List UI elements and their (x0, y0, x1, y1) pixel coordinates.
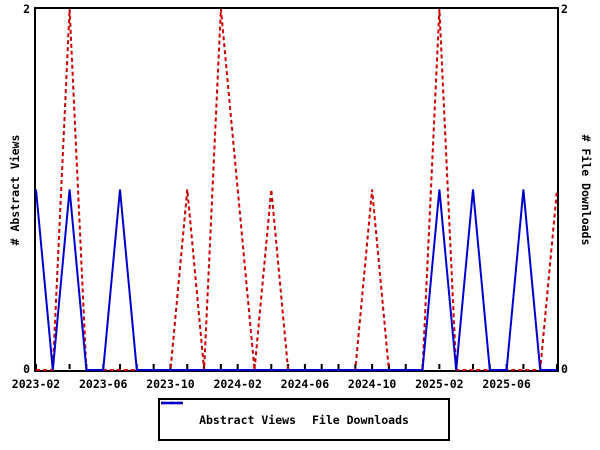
legend-label-abstract-views: Abstract Views (199, 412, 296, 427)
right-axis-tick-label-top: 2 (561, 2, 568, 16)
file-downloads-line-sample (161, 401, 183, 405)
left-axis-tick-label-top: 2 (23, 2, 30, 16)
x-axis-tick-label: 2025-06 (482, 377, 531, 391)
plot-border (34, 7, 559, 372)
x-axis-tick-label: 2023-10 (146, 377, 195, 391)
legend-entry-file-downloads: File Downloads (161, 401, 409, 427)
legend-box: Abstract Views File Downloads (158, 398, 450, 441)
right-axis-title: # File Downloads (579, 134, 593, 246)
left-axis-tick-label-bottom: 0 (23, 362, 30, 376)
x-axis-tick-label: 2024-10 (347, 377, 397, 391)
x-axis-tick-label: 2023-02 (11, 377, 61, 391)
right-axis-tick-label-bottom: 0 (561, 362, 568, 376)
file-downloads-line (35, 189, 557, 371)
x-axis-tick-label: 2023-06 (78, 377, 128, 391)
legend-label-file-downloads: File Downloads (312, 412, 409, 427)
abstract-views-line (36, 8, 558, 371)
x-axis-tick-label: 2025-02 (415, 377, 464, 391)
legend-entry-abstract-views: Abstract Views (161, 401, 296, 427)
x-axis-tick-label: 2024-06 (280, 377, 330, 391)
x-axis-tick-label: 2024-02 (213, 377, 262, 391)
left-axis-title: # Abstract Views (8, 134, 22, 246)
